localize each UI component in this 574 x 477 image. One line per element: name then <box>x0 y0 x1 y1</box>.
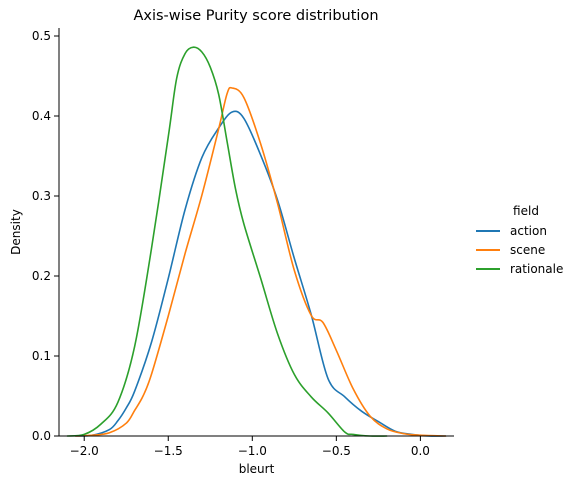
x-tick-label: −0.5 <box>322 444 351 458</box>
x-tick-label: −1.0 <box>238 444 267 458</box>
y-tick-label: 0.5 <box>32 29 51 43</box>
y-axis-label: Density <box>9 209 23 255</box>
chart-title: Axis-wise Purity score distribution <box>133 8 378 24</box>
series-line-scene <box>75 86 447 437</box>
x-axis-label: bleurt <box>239 462 275 476</box>
y-axis-ticks: 0.0 0.1 0.2 0.3 0.4 0.5 <box>32 29 59 443</box>
series-line-rationale <box>66 46 388 437</box>
x-tick-label: −1.5 <box>154 444 183 458</box>
legend-label-action: action <box>510 224 547 238</box>
x-tick-label: 0.0 <box>411 444 430 458</box>
legend-title: field <box>513 204 539 218</box>
y-tick-label: 0.4 <box>32 109 51 123</box>
x-tick-label: −2.0 <box>70 444 99 458</box>
plot-area: −2.0 −1.5 −1.0 −0.5 0.0 0.0 0.1 0.2 0.3 0.4 0.5 <box>32 28 454 458</box>
legend-label-rationale: rationale <box>510 262 563 276</box>
x-axis-ticks: −2.0 −1.5 −1.0 −0.5 0.0 <box>70 436 430 458</box>
series-line-action <box>75 110 447 437</box>
legend-label-scene: scene <box>510 243 545 257</box>
density-curves <box>66 46 447 437</box>
legend: field action scene rationale <box>476 204 563 276</box>
y-tick-label: 0.0 <box>32 429 51 443</box>
y-tick-label: 0.3 <box>32 189 51 203</box>
y-tick-label: 0.2 <box>32 269 51 283</box>
y-tick-label: 0.1 <box>32 349 51 363</box>
